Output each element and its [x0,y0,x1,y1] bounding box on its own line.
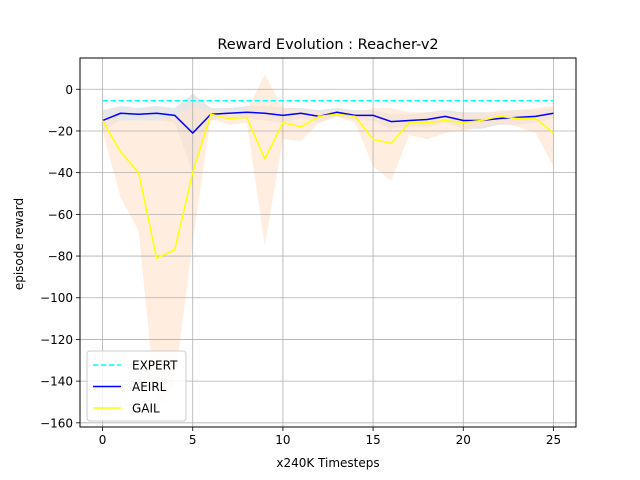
y-tick-label: −100 [40,291,73,305]
x-tick-label: 0 [99,433,107,447]
chart-title: Reward Evolution : Reacher-v2 [217,37,438,53]
y-tick-label: −60 [48,208,73,222]
y-tick-label: −40 [48,166,73,180]
legend: EXPERT AEIRL GAIL [86,350,187,422]
y-tick-label: −20 [48,124,73,138]
y-tick-label: −120 [40,333,73,347]
plot-frame [79,57,577,428]
legend-box [86,350,187,422]
y-tick-label: 0 [65,83,73,97]
y-axis-ticks: 0 −20 −40 −60 −80 −100 −120 −140 −160 [40,83,80,430]
series-line-gail [101,113,554,259]
y-tick-label: −80 [48,250,73,264]
x-tick-label: 15 [365,433,380,447]
x-tick-label: 10 [275,433,290,447]
y-axis-label: episode reward [12,198,26,290]
confidence-bands [102,74,554,413]
legend-label-expert: EXPERT [132,359,178,373]
x-tick-label: 20 [456,433,471,447]
x-tick-label: 25 [546,433,561,447]
x-tick-label: 5 [189,433,197,447]
legend-label-gail: GAIL [132,402,160,416]
x-axis-label: x240K Timesteps [276,456,379,470]
legend-label-aeirl: AEIRL [132,380,167,394]
y-tick-label: −140 [40,375,73,389]
x-axis-ticks: 0 5 10 15 20 25 [99,427,561,447]
series-lines [101,99,554,259]
y-tick-label: −160 [40,416,73,430]
